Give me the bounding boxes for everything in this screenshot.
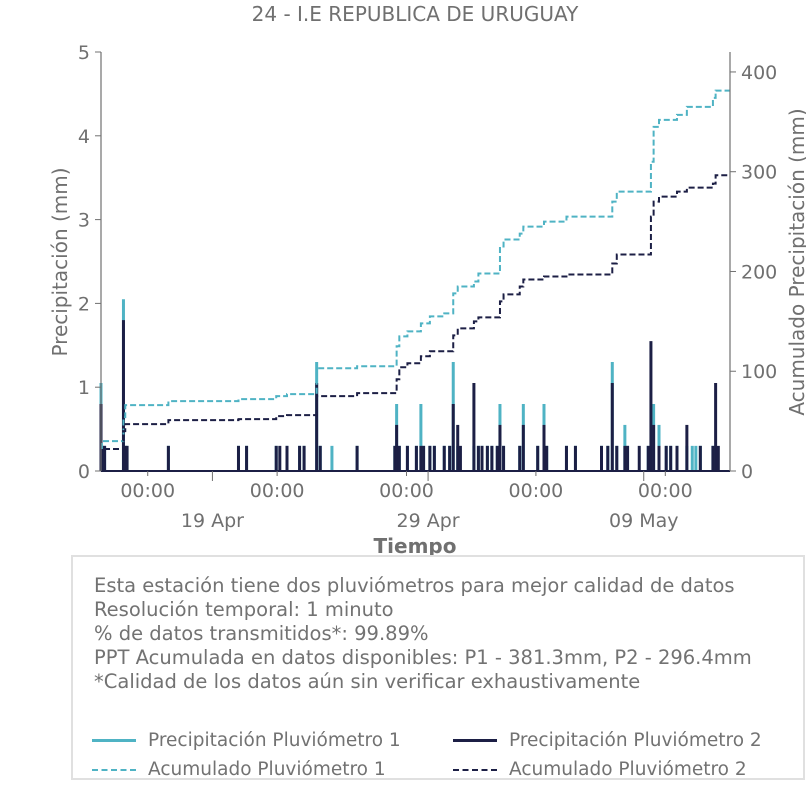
info-line-quality: *Calidad de los datos aún sin verificar … (94, 670, 641, 693)
legend-label-p1: Precipitación Pluviómetro 1 (148, 730, 401, 751)
chart-title: 24 - I.E REPUBLICA DE URUGUAY (252, 2, 579, 26)
accumulated-lines (100, 89, 730, 457)
legend-swatch-p2 (453, 739, 497, 742)
info-line-resolution: Resolución temporal: 1 minuto (94, 598, 394, 621)
info-line-stations: Esta estación tiene dos pluviómetros par… (94, 574, 735, 597)
x-date-label: 19 Apr (181, 510, 244, 532)
y-tick-label: 1 (78, 377, 90, 399)
legend-label-acc1: Acumulado Pluviómetro 1 (148, 759, 386, 780)
legend-label-p2: Precipitación Pluviómetro 2 (509, 730, 762, 751)
legend-label-acc2: Acumulado Pluviómetro 2 (509, 759, 747, 780)
y-tick-label: 4 (78, 126, 90, 148)
legend-swatch-acc1 (92, 768, 136, 771)
x-date-label: 09 May (609, 510, 679, 532)
legend-item-p2: Precipitación Pluviómetro 2 (453, 730, 762, 751)
x-tick-label: 00:00 (509, 480, 564, 502)
legend-swatch-p1 (92, 739, 136, 742)
legend-item-acc1: Acumulado Pluviómetro 1 (92, 759, 386, 780)
y-tick-label: 0 (78, 461, 90, 483)
legend-item-acc2: Acumulado Pluviómetro 2 (453, 759, 747, 780)
info-legend-box: Esta estación tiene dos pluviómetros par… (71, 555, 805, 780)
axes: 0 1 2 3 4 5 0 100 200 300 400 00:00 00:00 00:00 00:00 0… (78, 42, 777, 532)
y-tick-label: 3 (78, 210, 90, 232)
accumulated-line-p1 (100, 89, 730, 450)
x-tick-label: 00:00 (250, 480, 305, 502)
series-p1-bars (99, 299, 730, 472)
x-tick-label: 00:00 (120, 480, 175, 502)
x-tick-label: 00:00 (379, 480, 434, 502)
x-axis-label: Tiempo (374, 534, 457, 558)
y-tick-label: 5 (78, 42, 90, 64)
y2-tick-label: 300 (741, 162, 777, 184)
series-p2-bars (99, 320, 730, 472)
legend-swatch-acc2 (453, 768, 497, 771)
y-axis-label: Precipitación (mm) (48, 167, 72, 356)
x-date-label: 29 Apr (397, 510, 460, 532)
precipitation-chart: 24 - I.E REPUBLICA DE URUGUAY 0 1 2 3 4 5 0 100… (48, 2, 806, 558)
legend-item-p1: Precipitación Pluviómetro 1 (92, 730, 401, 751)
y2-axis-label: Acumulado Precipitación (mm) (785, 108, 806, 415)
y2-tick-label: 200 (741, 261, 777, 283)
x-tick-label: 00:00 (638, 480, 693, 502)
accumulated-line-p2 (100, 174, 730, 457)
info-line-accumulated: PPT Acumulada en datos disponibles: P1 -… (94, 646, 752, 669)
y-tick-label: 2 (78, 293, 90, 315)
y2-tick-label: 100 (741, 361, 777, 383)
info-line-transmitted: % de datos transmitidos*: 99.89% (94, 622, 429, 645)
y2-tick-label: 0 (741, 461, 753, 483)
y2-tick-label: 400 (741, 62, 777, 84)
